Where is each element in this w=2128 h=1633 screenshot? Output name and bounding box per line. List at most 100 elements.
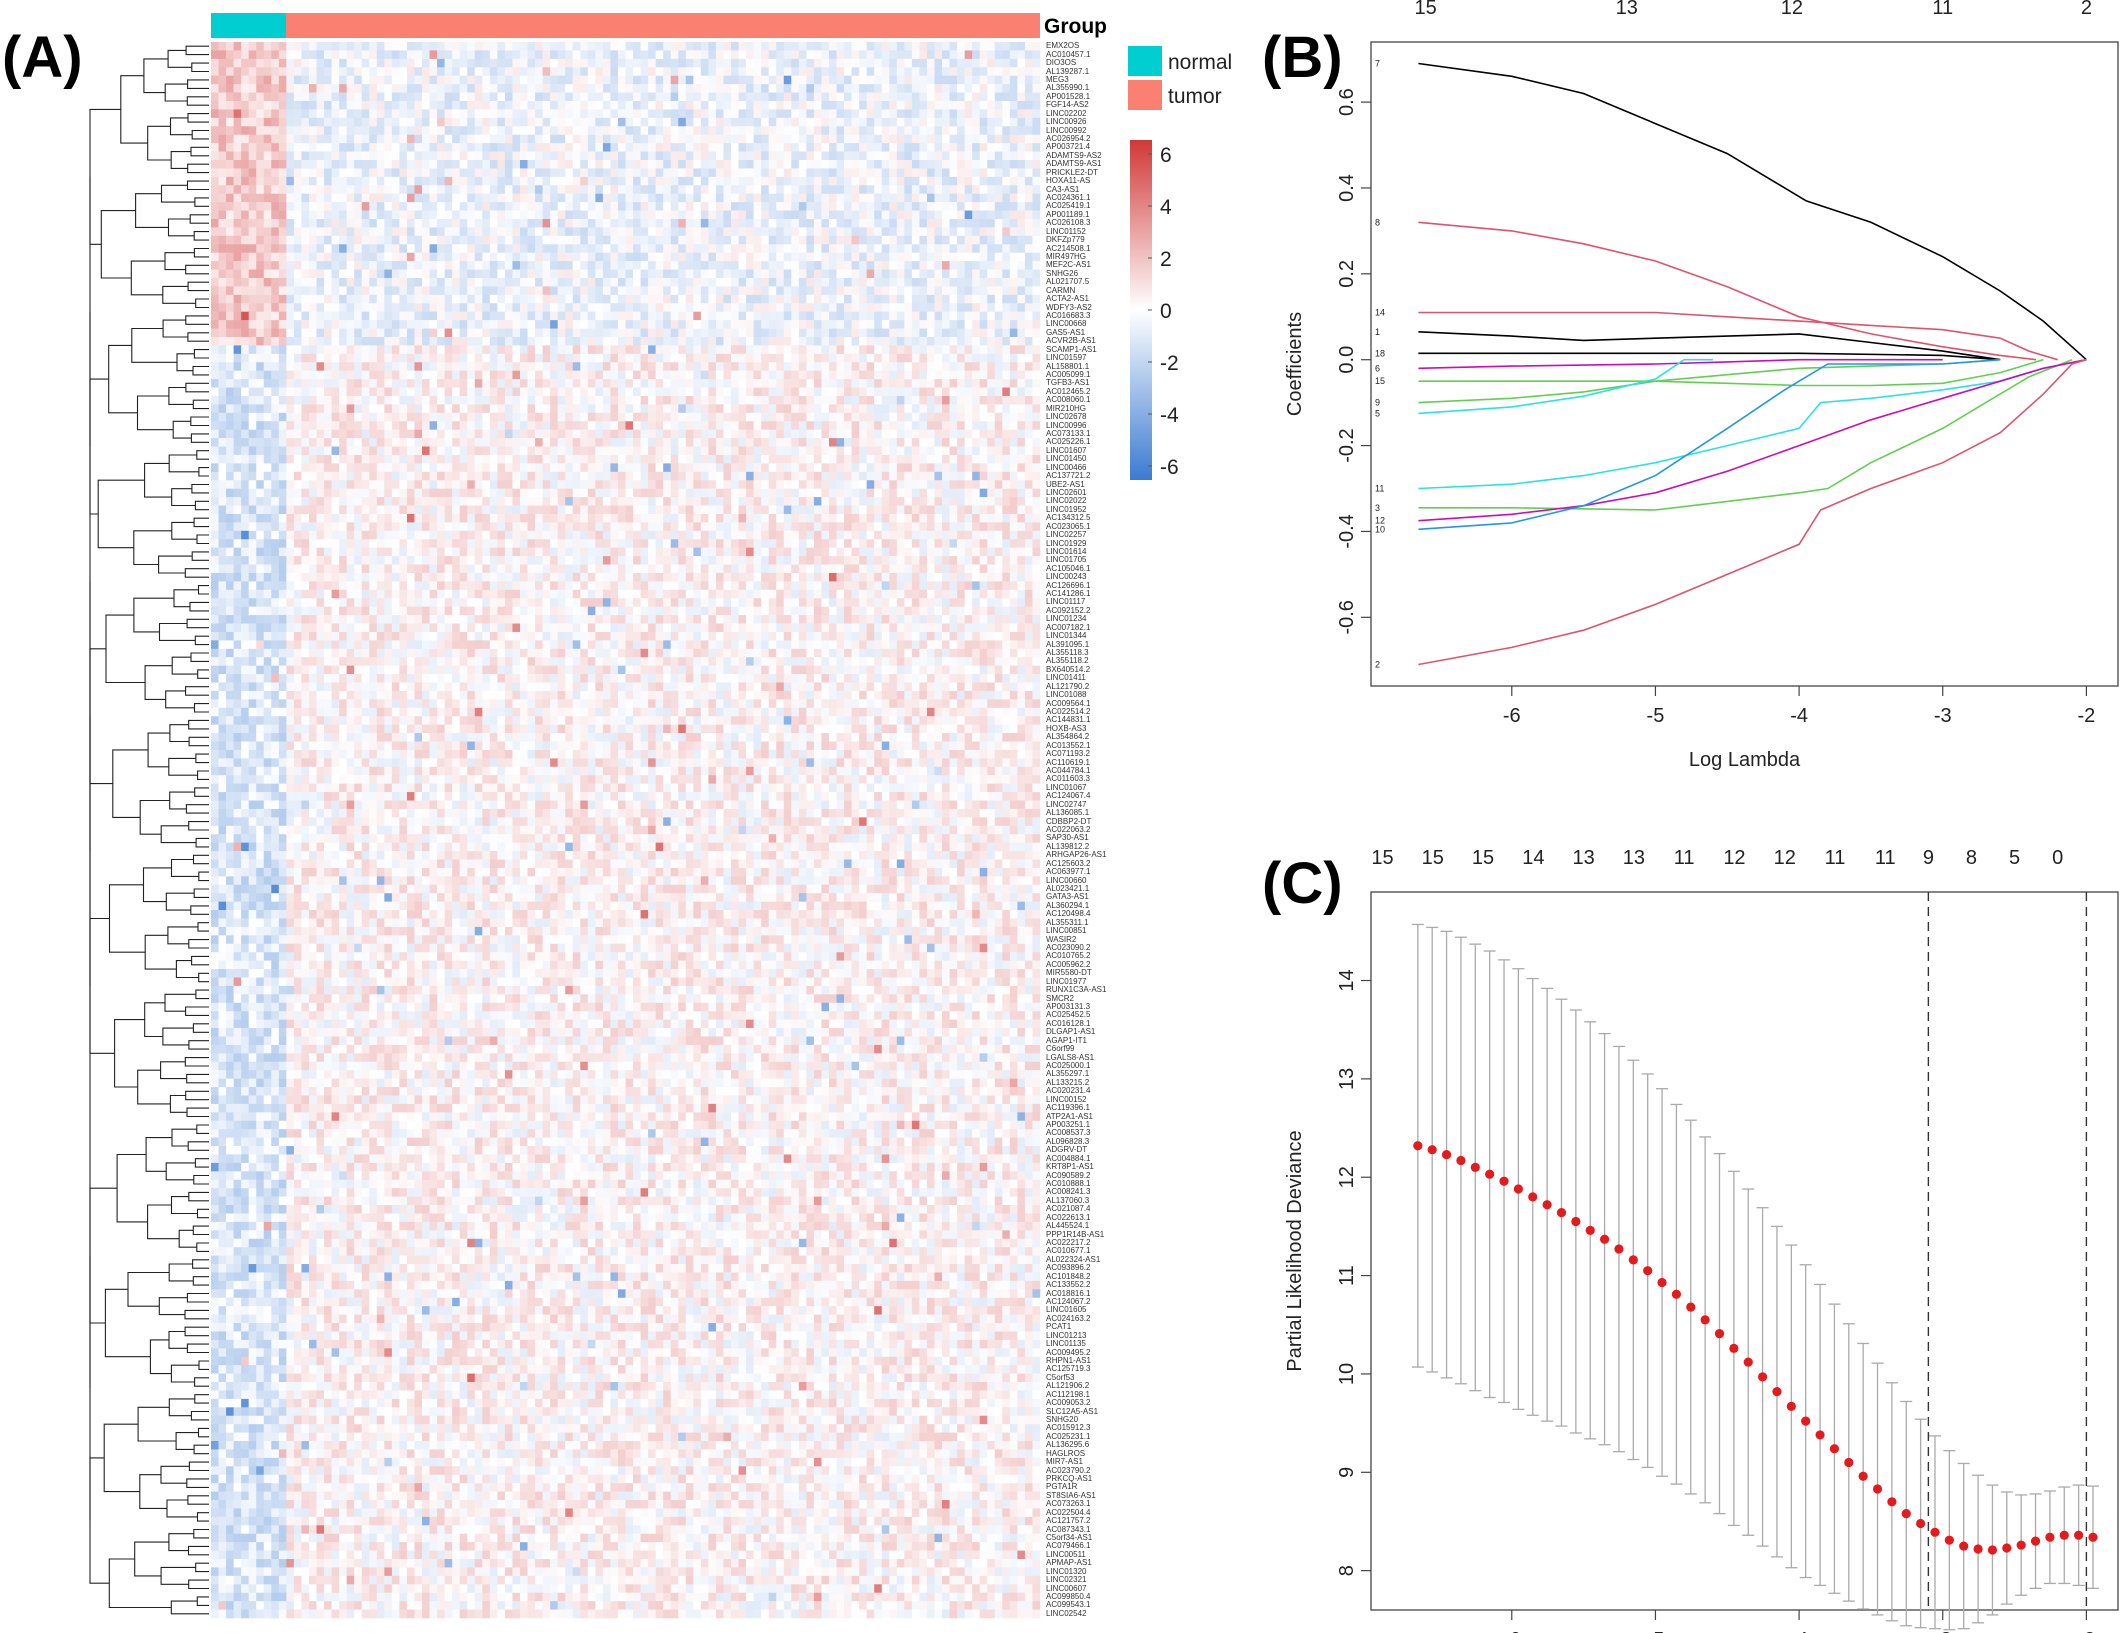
heatmap-cell — [1002, 395, 1011, 405]
dendrogram-branch — [147, 732, 170, 768]
heatmap-cell — [572, 67, 581, 77]
heatmap-cell — [399, 320, 408, 329]
heatmap-cell — [972, 67, 981, 77]
heatmap-cell — [919, 143, 928, 152]
heatmap-cell — [226, 100, 234, 110]
heatmap-cell — [278, 261, 287, 270]
heatmap-cell — [1017, 244, 1026, 253]
heatmap-cell — [482, 370, 491, 380]
heatmap-cell — [271, 210, 280, 220]
heatmap-cell — [263, 75, 272, 85]
heatmap-cell — [414, 252, 423, 262]
heatmap-cell — [625, 353, 634, 363]
dendrogram-branch — [168, 1398, 195, 1417]
heatmap-cell — [226, 395, 234, 405]
heatmap-cell — [633, 286, 641, 296]
heatmap-cell — [610, 286, 619, 296]
heatmap-cell — [821, 244, 830, 253]
heatmap-cell — [881, 67, 890, 77]
heatmap-cell — [1009, 379, 1018, 388]
heatmap-cell — [994, 58, 1003, 68]
heatmap-cell — [271, 286, 280, 296]
heatmap-cell — [942, 50, 950, 60]
dendrogram-branch — [185, 1006, 209, 1016]
heatmap-cell — [211, 143, 219, 152]
heatmap-cell — [512, 134, 521, 144]
heatmap-cell — [587, 50, 596, 60]
heatmap-cell — [241, 395, 249, 405]
heatmap-cell — [308, 303, 317, 312]
heatmap-cell — [595, 336, 604, 346]
heatmap-cell — [557, 100, 566, 110]
heatmap-cell — [550, 42, 558, 51]
heatmap-cell — [821, 252, 830, 262]
heatmap-cell — [542, 176, 551, 186]
heatmap-cell — [271, 252, 280, 262]
heatmap-cell — [896, 227, 905, 237]
heatmap-cell — [361, 227, 370, 237]
heatmap-cell — [731, 336, 739, 346]
heatmap-cell — [874, 379, 883, 388]
heatmap-cell — [889, 353, 898, 363]
heatmap-cell — [776, 202, 785, 211]
heatmap-cell — [527, 185, 536, 194]
heatmap-cell — [293, 311, 302, 321]
heatmap-cell — [663, 134, 672, 144]
heatmap-cell — [346, 353, 355, 363]
heatmap-cell — [271, 294, 280, 304]
heatmap-cell — [316, 159, 325, 169]
heatmap-cell — [715, 404, 724, 414]
heatmap-cell — [256, 311, 265, 321]
heatmap-cell — [474, 303, 483, 312]
heatmap-cell — [376, 185, 385, 194]
heatmap-cell — [1002, 269, 1011, 279]
heatmap-cell — [527, 353, 536, 363]
heatmap-cell — [248, 193, 257, 203]
heatmap-cell — [399, 42, 408, 51]
heatmap-cell — [731, 379, 739, 388]
heatmap-cell — [504, 185, 513, 194]
heatmap-cell — [813, 286, 822, 296]
heatmap-cell — [964, 151, 973, 161]
heatmap-cell — [384, 294, 393, 304]
heatmap-cell — [957, 202, 965, 211]
dendrogram-branch — [131, 327, 178, 363]
heatmap-cell — [572, 92, 581, 102]
dendrogram-branch — [191, 62, 209, 73]
heatmap-cell — [384, 286, 393, 296]
heatmap-cell — [308, 277, 317, 287]
heatmap-cell — [572, 168, 581, 178]
heatmap-cell — [926, 218, 935, 228]
heatmap-cell — [610, 395, 619, 405]
heatmap-cell — [881, 286, 890, 296]
heatmap-cell — [806, 328, 815, 338]
heatmap-cell — [414, 143, 423, 152]
heatmap-cell — [700, 328, 709, 338]
heatmap-cell — [467, 277, 476, 287]
heatmap-cell — [452, 176, 460, 186]
heatmap-cell — [459, 345, 468, 355]
heatmap-cell — [391, 168, 400, 178]
heatmap-cell — [836, 117, 845, 127]
heatmap-cell — [391, 42, 400, 51]
heatmap-cell — [218, 67, 227, 77]
dendrogram-branch — [170, 858, 199, 877]
heatmap-cell — [271, 126, 280, 136]
heatmap-cell — [595, 387, 604, 397]
heatmap-cell — [783, 218, 792, 228]
heatmap-cell — [753, 151, 762, 161]
heatmap-cell — [587, 370, 596, 380]
heatmap-cell — [753, 294, 762, 304]
heatmap-cell — [278, 185, 287, 194]
heatmap-cell — [994, 261, 1003, 270]
heatmap-cell — [248, 159, 257, 169]
heatmap-cell — [942, 126, 950, 136]
heatmap-cell — [821, 159, 830, 169]
heatmap-cell — [482, 235, 491, 245]
heatmap-cell — [874, 252, 883, 262]
heatmap-cell — [911, 286, 920, 296]
dendrogram-branch — [133, 597, 174, 633]
heatmap-cell — [617, 277, 626, 287]
heatmap-cell — [422, 117, 430, 127]
heatmap-cell — [866, 210, 875, 220]
